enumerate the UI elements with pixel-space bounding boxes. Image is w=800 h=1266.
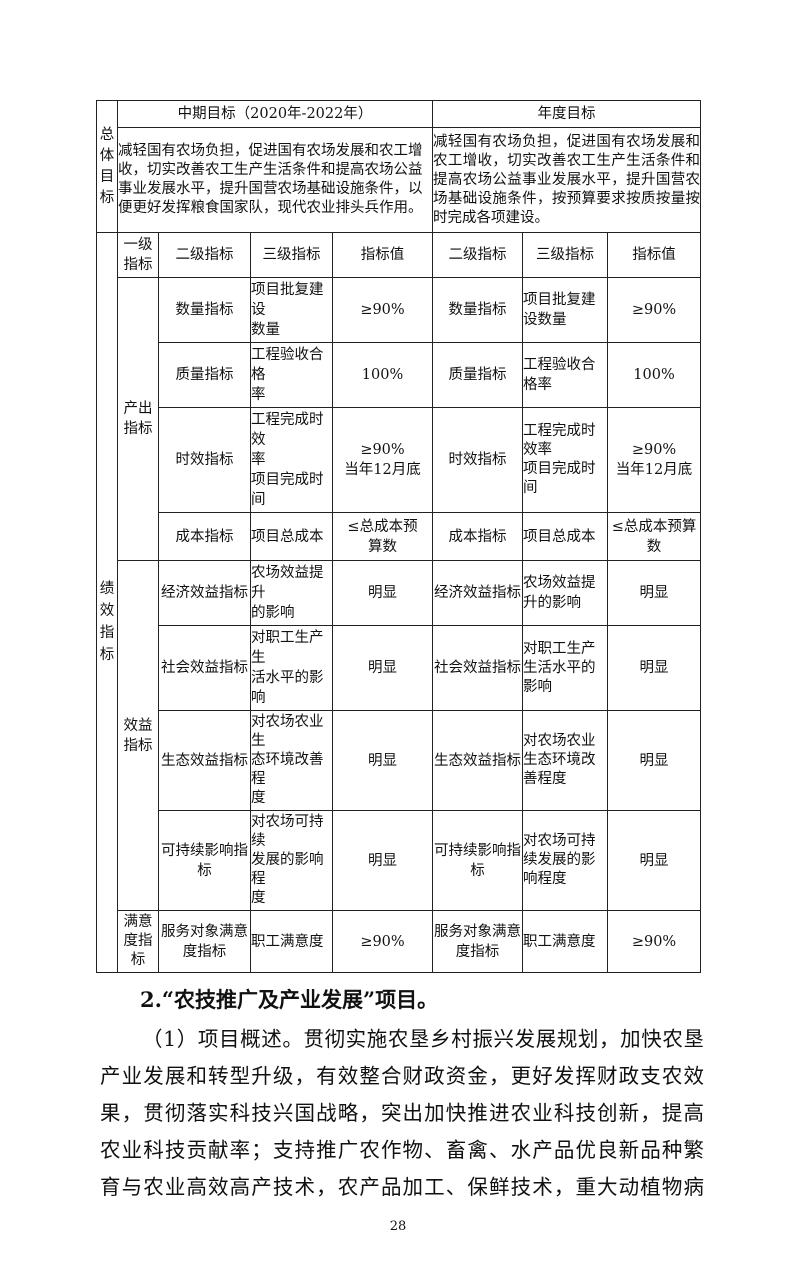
table-cell: 农场效益提升 的影响 [250, 560, 333, 626]
table-cell: 明显 [331, 810, 434, 911]
table-cell: ≥90% [607, 910, 702, 973]
table-cell: 对职工生产 生活水平的 影响 [522, 625, 609, 711]
table-cell: 100% [607, 342, 702, 408]
table-cell: 项目总成本 [522, 512, 609, 561]
table-cell: 项目总成本 [250, 512, 333, 561]
mid-term-goal-text: 减轻国有农场负担，促进国有农场发展和农工增收，切实改善农工生产生活条件和提高农场… [116, 127, 434, 233]
table-cell: 成本指标 [432, 512, 524, 561]
table-cell: ≥90% 当年12月底 [607, 407, 702, 513]
table-cell: 100% [331, 342, 434, 408]
performance-goal-table: 总 体 目 标 中期目标（2020年-2022年） 年度目标 减轻国有农场负担，… [96, 100, 702, 973]
group-label-satisfaction: 满意 度指 标 [117, 910, 159, 973]
table-cell: 时效指标 [158, 407, 251, 513]
table-cell: 可持续影响指 标 [158, 810, 251, 911]
table-cell: ≥90% [331, 910, 434, 973]
table-cell: 职工满意度 [250, 910, 333, 973]
group-label-benefit: 效益 指标 [117, 560, 159, 911]
table-cell: 质量指标 [158, 342, 251, 408]
column-header: 二级指标 [158, 232, 251, 278]
table-cell: 明显 [331, 560, 434, 626]
table-cell: 明显 [331, 710, 434, 811]
paragraph-line: 农业科技贡献率；支持推广农作物、畜禽、水产品优良新品种繁 [100, 1138, 704, 1162]
column-header: 三级指标 [250, 232, 333, 278]
table-cell: 明显 [607, 625, 702, 711]
column-header: 指标值 [331, 232, 434, 278]
table-cell: 经济效益指标 [432, 560, 524, 626]
table-cell: ≥90% [331, 277, 434, 343]
table-cell: 工程完成时 效率 项目完成时 间 [522, 407, 609, 513]
table-cell: 项目批复建设 数量 [250, 277, 333, 343]
table-cell: 时效指标 [432, 407, 524, 513]
overall-goal-label: 总 体 目 标 [96, 100, 118, 233]
table-cell: 明显 [607, 560, 702, 626]
table-cell: 对农场可持续 发展的影响程 度 [250, 810, 333, 911]
table-cell: 成本指标 [158, 512, 251, 561]
column-header: 二级指标 [432, 232, 524, 278]
table-cell: 服务对象满意 度指标 [158, 910, 251, 973]
table-cell: 社会效益指标 [158, 625, 251, 711]
page-number: 28 [389, 1219, 407, 1234]
project-overview-paragraph: （1）项目概述。贯彻实施农垦乡村振兴发展规划，加快农垦 产业发展和转型升级，有效… [96, 1021, 704, 1206]
table-cell: 质量指标 [432, 342, 524, 408]
annual-goal-text: 减轻国有农场负担，促进国有农场发展和农工增收，切实改善农工生产生活条件和提高农场… [432, 127, 702, 233]
table-cell: 数量指标 [432, 277, 524, 343]
table-cell: 经济效益指标 [158, 560, 251, 626]
table-cell: 农场效益提 升的影响 [522, 560, 609, 626]
table-cell: 对农场可持 续发展的影 响程度 [522, 810, 609, 911]
table-cell: 对农场农业 生态环境改 善程度 [522, 710, 609, 811]
group-label-output: 产出 指标 [117, 277, 159, 561]
table-cell: 服务对象满意 度指标 [432, 910, 524, 973]
table-cell: ≤总成本预 算数 [331, 512, 434, 561]
table-cell: 生态效益指标 [432, 710, 524, 811]
table-cell: ≥90% [607, 277, 702, 343]
performance-indicator-label: 绩 效 指 标 [96, 232, 118, 973]
table-cell: 明显 [607, 710, 702, 811]
annual-goal-header: 年度目标 [432, 100, 702, 128]
paragraph-line: 育与农业高效高产技术，农产品加工、保鲜技术，重大动植物病 [100, 1175, 704, 1199]
table-cell: ≤总成本预算 数 [607, 512, 702, 561]
paragraph-line: 果，贯彻落实科技兴国战略，突出加快推进农业科技创新，提高 [100, 1101, 704, 1125]
column-header: 指标值 [607, 232, 702, 278]
column-header: 三级指标 [522, 232, 609, 278]
table-cell: 可持续影响指 标 [432, 810, 524, 911]
table-cell: 明显 [607, 810, 702, 911]
table-cell: 对职工生产生 活水平的影响 [250, 625, 333, 711]
column-header: 一级 指标 [117, 232, 159, 278]
table-cell: 明显 [331, 625, 434, 711]
table-cell: 生态效益指标 [158, 710, 251, 811]
section-heading: 2.“农技推广及产业发展”项目。 [140, 987, 439, 1012]
table-cell: 对农场农业生 态环境改善程 度 [250, 710, 333, 811]
table-cell: 数量指标 [158, 277, 251, 343]
mid-term-goal-header: 中期目标（2020年-2022年） [116, 100, 434, 128]
table-cell: ≥90% 当年12月底 [331, 407, 434, 513]
table-cell: 工程完成时效 率 项目完成时间 [250, 407, 333, 513]
table-cell: 项目批复建 设数量 [522, 277, 609, 343]
table-cell: 工程验收合格 率 [250, 342, 333, 408]
table-cell: 工程验收合 格率 [522, 342, 609, 408]
table-cell: 职工满意度 [522, 910, 609, 973]
paragraph-line: （1）项目概述。贯彻实施农垦乡村振兴发展规划，加快农垦 [142, 1027, 704, 1051]
table-cell: 社会效益指标 [432, 625, 524, 711]
paragraph-line: 产业发展和转型升级，有效整合财政资金，更好发挥财政支农效 [100, 1064, 704, 1088]
